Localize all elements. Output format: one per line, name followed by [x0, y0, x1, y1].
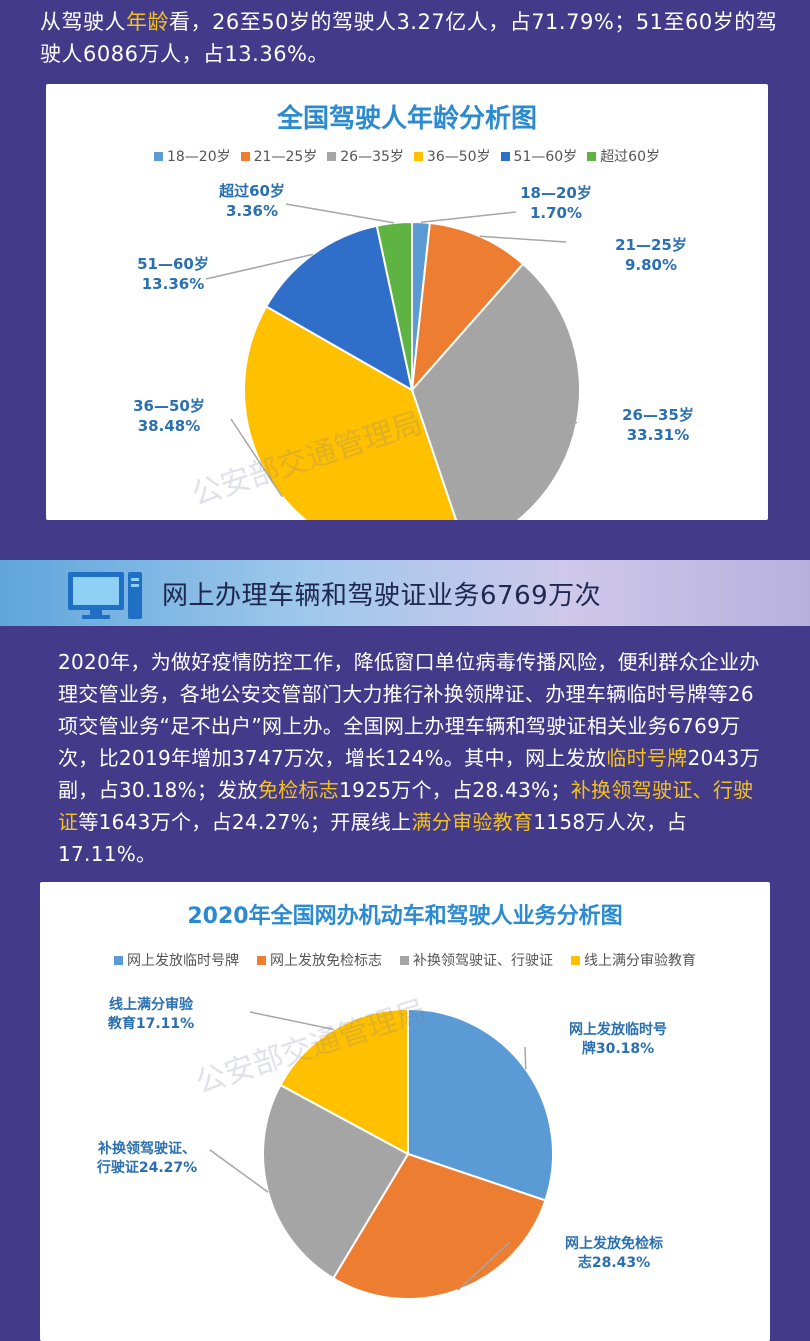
slice-label: 网上发放临时号牌30.18% [569, 1021, 667, 1057]
legend-label: 21—25岁 [253, 149, 318, 165]
legend-label: 补换领驾驶证、行驶证 [413, 953, 553, 969]
legend-item: 36—50岁 [413, 146, 491, 166]
leader-line [479, 235, 567, 243]
legend-label: 线上满分审验教育 [584, 953, 696, 969]
body-highlight-exempt-sign: 免检标志 [257, 778, 340, 802]
slice-label: 网上发放免检标志28.43% [565, 1235, 663, 1271]
leader-line [230, 418, 283, 498]
legend-swatch [257, 955, 266, 965]
pie-slice [410, 221, 525, 394]
body-text-2: 2043万副，占30.18%；发放 [58, 746, 760, 802]
legend-swatch [114, 955, 123, 965]
legend-label: 网上发放临时号牌 [127, 953, 239, 969]
legend-item: 18—20岁 [153, 146, 231, 166]
online-business-paragraph: 2020年，为做好疫情防控工作，降低窗口单位病毒传播风险，便利群众企业办理交管业… [58, 646, 770, 870]
computer-monitor-icon [68, 572, 142, 619]
body-text-3: 1925万个，占28.43%； [339, 778, 571, 802]
slice-label: 21—25岁 9.80% [615, 236, 687, 274]
pie-slice [262, 1083, 410, 1280]
online-business-pie-chart: 网上发放临时号牌30.18% 网上发放免检标志28.43% 补换领驾驶证、行驶证24… [96, 996, 667, 1300]
slice-label: 51—60岁 13.36% [137, 255, 209, 293]
legend-item: 51—60岁 [500, 146, 578, 166]
age-chart-legend: 18—20岁 21—25岁 26—35岁 36—50岁 51—60岁 超过60岁 [46, 146, 768, 166]
legend-swatch [240, 151, 250, 161]
body-text-5: 1158万人次，占17.11%。 [58, 810, 687, 866]
legend-item: 网上发放临时号牌 [114, 950, 239, 970]
legend-label: 18—20岁 [166, 149, 231, 165]
body-highlight-license-renewal: 补换领驾驶证、行驶证 [58, 778, 754, 834]
slice-label: 36—50岁 38.48% [133, 397, 205, 435]
legend-swatch [413, 151, 423, 161]
age-pie-chart: 18—20岁 1.70% 21—25岁 9.80% 26—35岁 33.31% 36—50岁… [133, 182, 694, 520]
legend-swatch [571, 955, 580, 965]
leader-line [209, 1149, 269, 1193]
slice-label: 补换领驾驶证、行驶证24.27% [96, 1140, 197, 1176]
age-chart-card: 全国驾驶人年龄分析图 18—20岁 21—25岁 26—35岁 36—50岁 51—60… [46, 84, 768, 520]
legend-label: 超过60岁 [600, 149, 661, 165]
body-text-4: 等1643万个，占24.27%；开展线上 [78, 810, 412, 834]
leader-line [285, 203, 395, 224]
legend-item: 26—35岁 [327, 146, 404, 166]
legend-swatch [400, 955, 409, 965]
age-chart-title: 全国驾驶人年龄分析图 [276, 104, 537, 134]
legend-swatch [500, 151, 510, 161]
leader-line [205, 253, 314, 280]
legend-item: 补换领驾驶证、行驶证 [400, 950, 553, 970]
legend-swatch [587, 151, 597, 161]
leader-line [524, 1046, 527, 1070]
section-banner: 网上办理车辆和驾驶证业务6769万次 [0, 560, 810, 626]
intro-text-2: 看，26至50岁的驾驶人3.27亿人，占71.79%；51至60岁的驾驶人608… [40, 10, 778, 66]
intro-paragraph: 从驾驶人年龄看，26至50岁的驾驶人3.27亿人，占71.79%；51至60岁的… [40, 6, 780, 70]
intro-highlight-age: 年龄 [126, 10, 169, 34]
slice-label: 26—35岁 33.31% [622, 406, 694, 444]
slice-label: 超过60岁 3.36% [218, 182, 285, 220]
legend-label: 36—50岁 [426, 149, 491, 165]
online-business-chart-card: 2020年全国网办机动车和驾驶人业务分析图 网上发放临时号牌 网上发放免检标志 补换… [40, 882, 770, 1341]
legend-item: 超过60岁 [587, 146, 660, 166]
body-text-1: 2020年，为做好疫情防控工作，降低窗口单位病毒传播风险，便利群众企业办理交管业… [58, 650, 760, 770]
legend-item: 线上满分审验教育 [571, 950, 696, 970]
leader-line [249, 1011, 334, 1031]
banner-title: 网上办理车辆和驾驶证业务6769万次 [162, 581, 602, 611]
legend-label: 51—60岁 [513, 149, 578, 165]
legend-swatch [327, 151, 337, 161]
legend-item: 网上发放免检标志 [257, 950, 382, 970]
legend-item: 21—25岁 [240, 146, 318, 166]
body-highlight-temp-plate: 临时号牌 [606, 746, 688, 770]
pie-slice [264, 224, 414, 392]
slice-label: 线上满分审验教育17.11% [108, 996, 194, 1032]
intro-text-1: 从驾驶人 [40, 10, 126, 34]
leader-line [420, 211, 517, 223]
legend-label: 26—35岁 [340, 149, 404, 165]
online-business-chart-title: 2020年全国网办机动车和驾驶人业务分析图 [187, 904, 623, 929]
leader-line [555, 401, 578, 424]
online-business-chart-legend: 网上发放临时号牌 网上发放免检标志 补换领驾驶证、行驶证 线上满分审验教育 [40, 950, 770, 970]
body-highlight-education: 满分审验教育 [411, 810, 534, 834]
legend-label: 网上发放免检标志 [270, 953, 382, 969]
slice-label: 18—20岁 1.70% [520, 184, 592, 222]
legend-swatch [153, 151, 163, 161]
leader-line [457, 1241, 511, 1291]
